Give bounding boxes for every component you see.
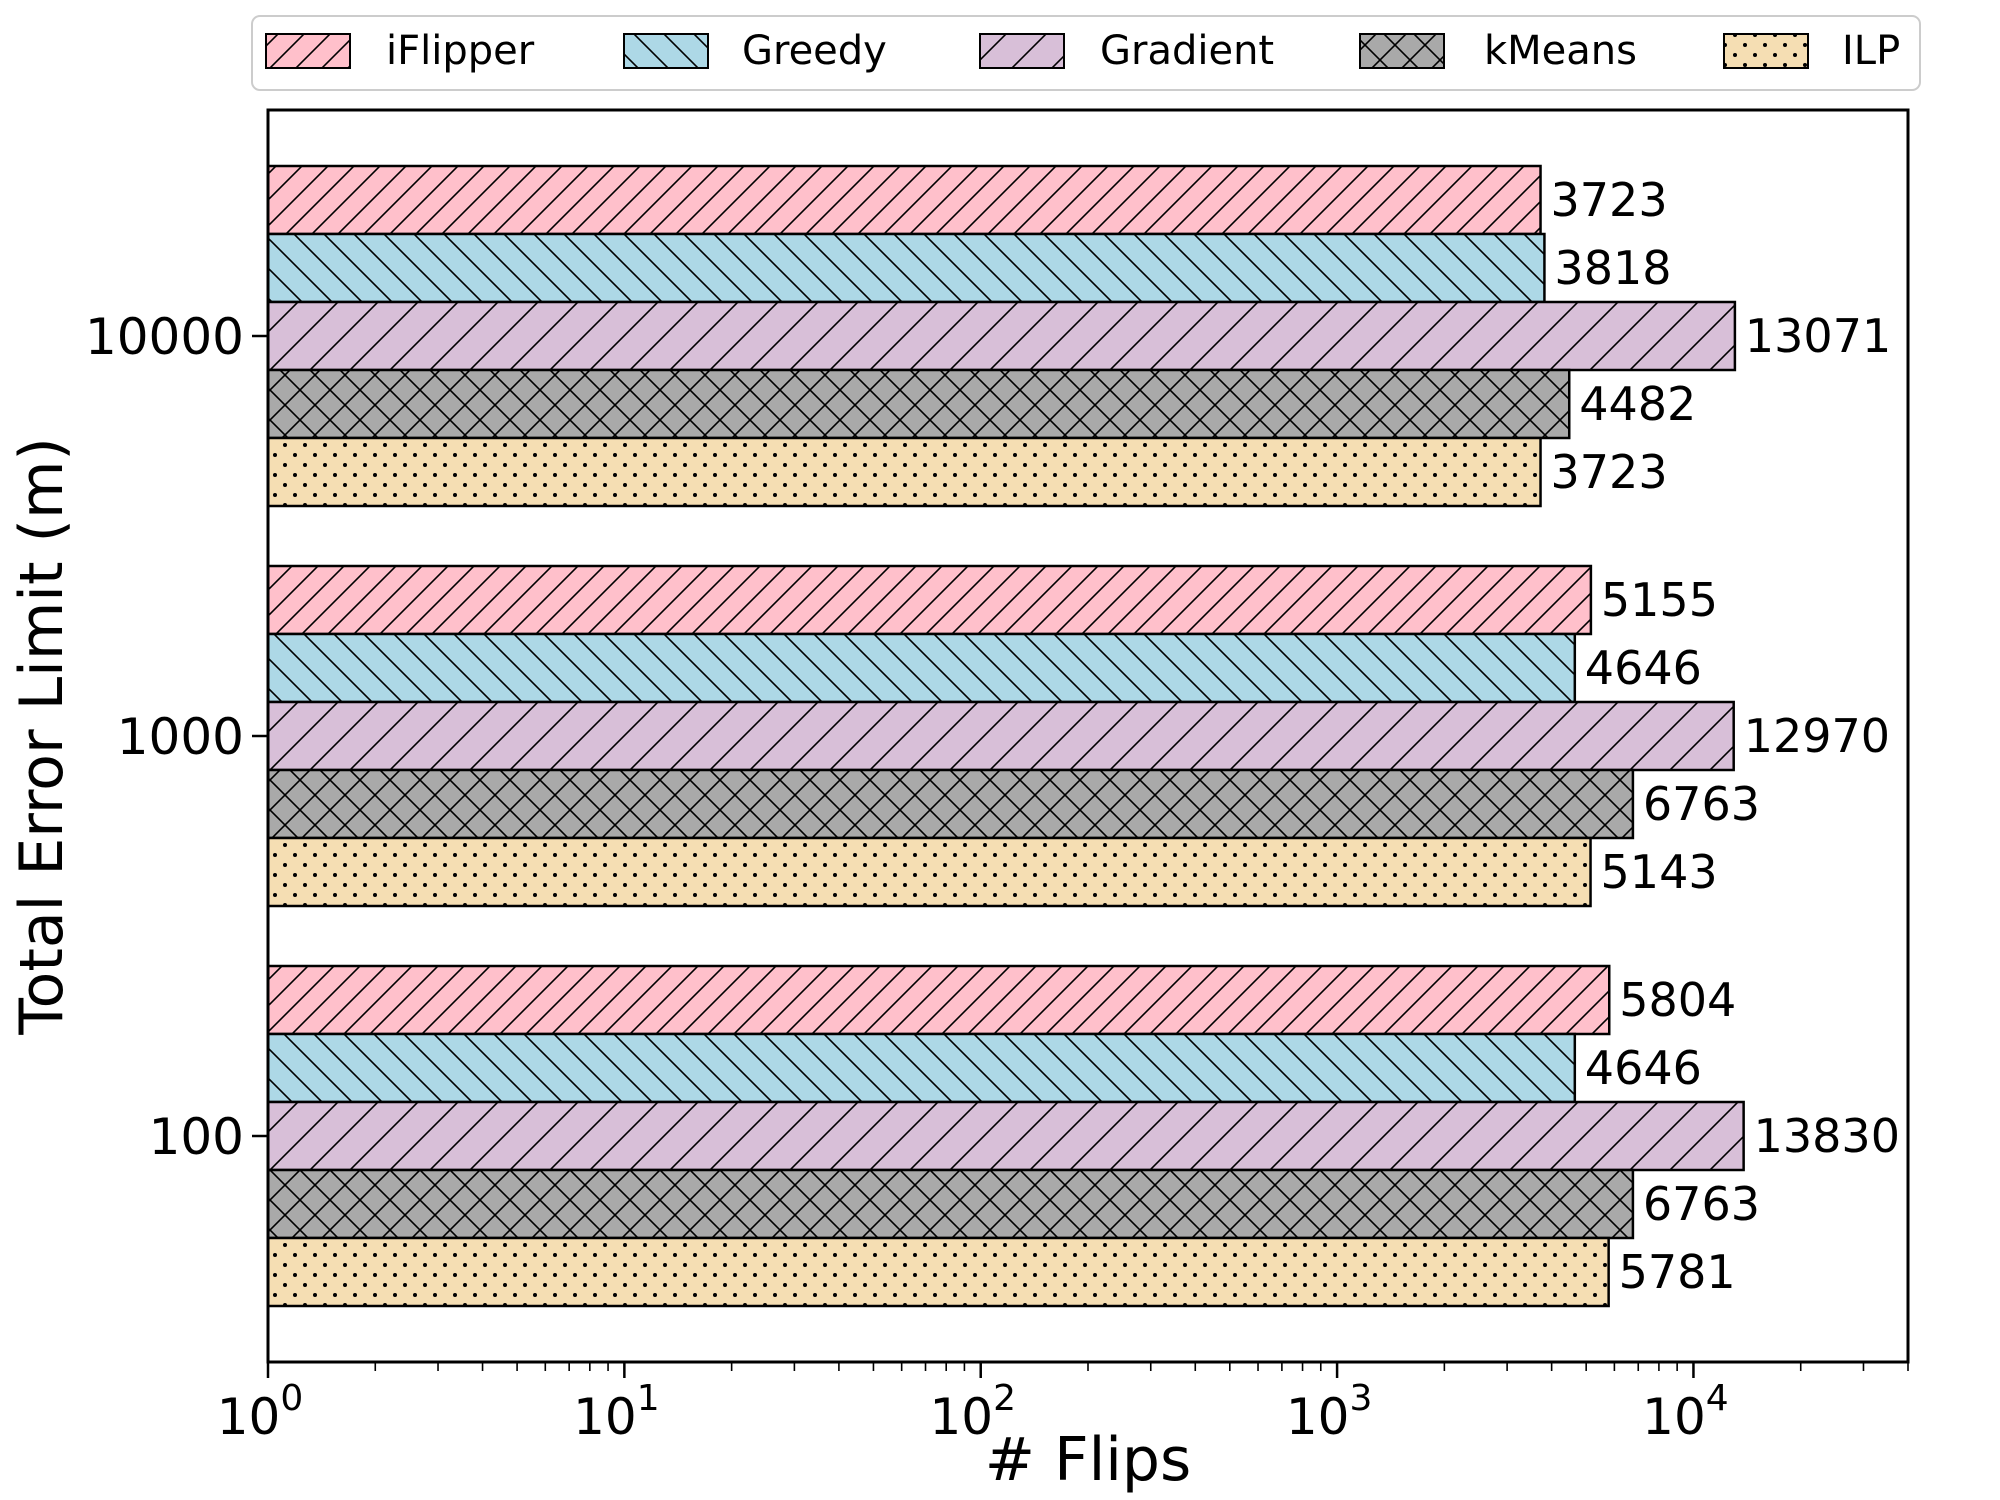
legend: iFlipper Greedy Gradient kMeans ILP: [251, 15, 1921, 91]
x-tick-label-100: 102: [929, 1378, 1016, 1446]
bar-value-label-ilp-m10000: 3723: [1551, 445, 1668, 499]
bar-value-label-ilp-m100: 5781: [1619, 1245, 1736, 1299]
bar-greedy-m10000: [266, 232, 1546, 304]
y-axis: 10000 1000 100: [85, 308, 268, 1166]
bar-gradient-m10000: [266, 300, 1737, 372]
bar-value-label-gradient-m1000: 12970: [1744, 709, 1890, 763]
bar-value-label-greedy-m100: 4646: [1585, 1041, 1702, 1095]
legend-label-gradient: Gradient: [1100, 28, 1274, 74]
bar-value-label-kmeans-m100: 6763: [1643, 1177, 1760, 1231]
bar-value-label-iflipper-m10000: 3723: [1551, 173, 1668, 227]
bar-labels-group: 3723 3818 13071 4482 3723 5155 4646 12970 6763 51…: [1551, 173, 1900, 1299]
bar-value-label-iflipper-m100: 5804: [1619, 973, 1736, 1027]
bar-gradient-m1000: [266, 700, 1735, 772]
x-axis: 100 101 102 103 104: [217, 1362, 1909, 1446]
legend-swatch-iflipper: [265, 33, 351, 69]
bar-iflipper-m10000: [266, 164, 1542, 236]
x-tick-label-10: 101: [573, 1378, 660, 1446]
bars-group: [266, 164, 1745, 1308]
bar-ilp-m1000: [266, 836, 1592, 908]
bar-value-label-gradient-m10000: 13071: [1745, 309, 1891, 363]
legend-label-greedy: Greedy: [742, 28, 887, 74]
x-axis-title: # Flips: [985, 1425, 1192, 1495]
legend-swatch-kmeans: [1359, 33, 1445, 69]
bar-gradient-m100: [266, 1100, 1745, 1172]
legend-swatch-greedy: [623, 33, 709, 69]
legend-label-iflipper: iFlipper: [386, 28, 535, 74]
bar-kmeans-m100: [266, 1168, 1635, 1240]
bar-kmeans-m1000: [266, 768, 1635, 840]
bar-kmeans-m10000: [266, 368, 1571, 440]
x-tick-label-10000: 104: [1642, 1378, 1729, 1446]
bar-greedy-m1000: [266, 632, 1577, 704]
bar-value-label-greedy-m1000: 4646: [1585, 641, 1702, 695]
bar-value-label-kmeans-m1000: 6763: [1643, 777, 1760, 831]
bar-value-label-kmeans-m10000: 4482: [1579, 377, 1696, 431]
bar-iflipper-m100: [266, 964, 1611, 1036]
legend-swatch-ilp: [1723, 33, 1809, 69]
legend-label-ilp: ILP: [1842, 28, 1900, 74]
bar-value-label-ilp-m1000: 5143: [1601, 845, 1718, 899]
bar-value-label-iflipper-m1000: 5155: [1601, 573, 1718, 627]
y-tick-label-1000: 1000: [117, 708, 244, 766]
bar-iflipper-m1000: [266, 564, 1593, 636]
y-tick-label-10000: 10000: [85, 308, 244, 366]
bar-value-label-gradient-m100: 13830: [1754, 1109, 1900, 1163]
x-tick-label-1000: 103: [1286, 1378, 1373, 1446]
y-tick-label-100: 100: [149, 1108, 244, 1166]
legend-label-kmeans: kMeans: [1484, 28, 1637, 74]
bar-greedy-m100: [266, 1032, 1577, 1104]
x-tick-label-1: 100: [217, 1378, 304, 1446]
bar-ilp-m100: [266, 1236, 1610, 1308]
bar-ilp-m10000: [266, 436, 1542, 508]
y-axis-title: Total Error Limit (m): [7, 437, 77, 1036]
bar-value-label-greedy-m10000: 3818: [1554, 241, 1671, 295]
legend-swatch-gradient: [979, 33, 1065, 69]
